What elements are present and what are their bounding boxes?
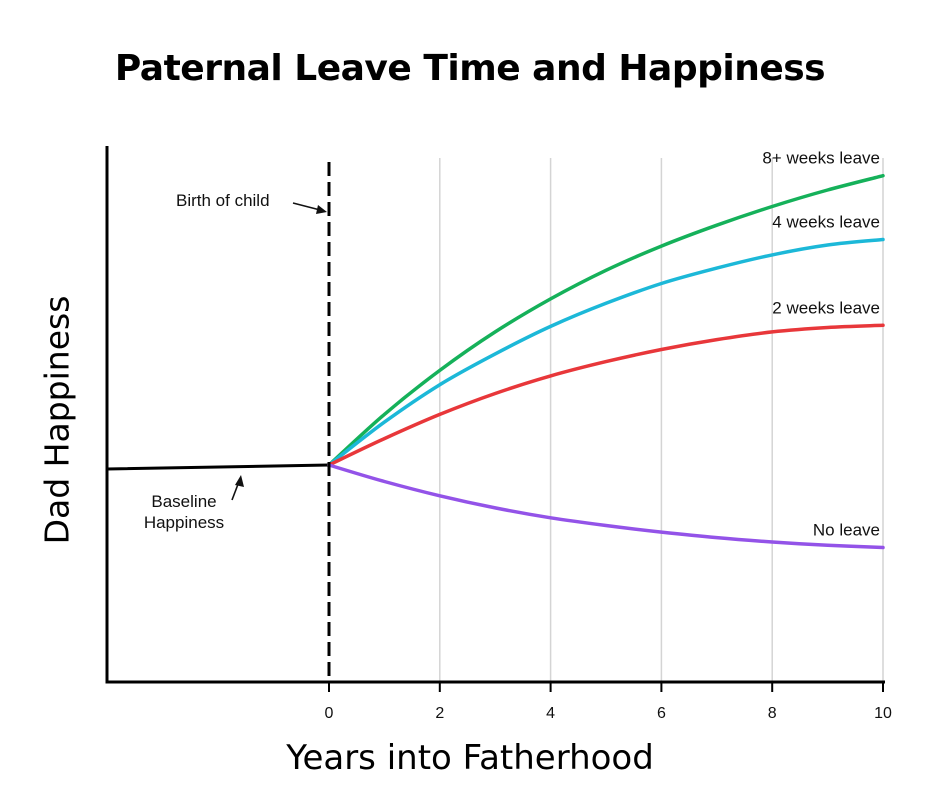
x-tick-label-8: 8 bbox=[768, 705, 777, 722]
x-tick-label-10: 10 bbox=[874, 705, 892, 722]
x-axis-label-text: Years into Fatherhood bbox=[286, 738, 654, 778]
axes bbox=[105, 146, 885, 684]
series-labels: 8+ weeks leave 4 weeks leave 2 weeks leave… bbox=[762, 149, 880, 540]
baseline-label-line-1: Baseline bbox=[151, 492, 216, 511]
series-line-2-weeks-leave bbox=[327, 323, 885, 467]
series-line-4-weeks-leave bbox=[327, 237, 885, 467]
chart-title: Paternal Leave Time and Happiness bbox=[114, 48, 826, 89]
series-label-8-weeks-leave: 8+ weeks leave bbox=[762, 149, 880, 168]
series-line-8-weeks-leave bbox=[327, 173, 885, 467]
x-tick-label-6: 6 bbox=[657, 705, 666, 722]
baseline-arrow-head bbox=[235, 475, 244, 487]
series-label-2-weeks-leave: 2 weeks leave bbox=[772, 298, 880, 317]
series-label-4-weeks-leave: 4 weeks leave bbox=[772, 213, 880, 232]
x-tick-label-4: 4 bbox=[546, 705, 555, 722]
series-label-no-leave: No leave bbox=[813, 521, 880, 540]
baseline-happiness-line bbox=[105, 463, 331, 471]
birth-of-child-label: Birth of child bbox=[176, 191, 270, 210]
baseline-label-line-2: Happiness bbox=[144, 513, 224, 532]
gridlines bbox=[439, 158, 884, 682]
x-tick-label-0: 0 bbox=[325, 705, 334, 722]
birth-arrow-head bbox=[316, 205, 327, 214]
series-line-no-leave bbox=[327, 463, 885, 550]
x-ticks: 0 2 4 6 8 10 bbox=[325, 682, 892, 722]
x-tick-label-2: 2 bbox=[435, 705, 444, 722]
series-lines bbox=[105, 173, 885, 550]
annotations: Birth of child Baseline Happiness bbox=[144, 162, 331, 682]
x-axis-label: Years into Fatherhood bbox=[0, 738, 940, 778]
